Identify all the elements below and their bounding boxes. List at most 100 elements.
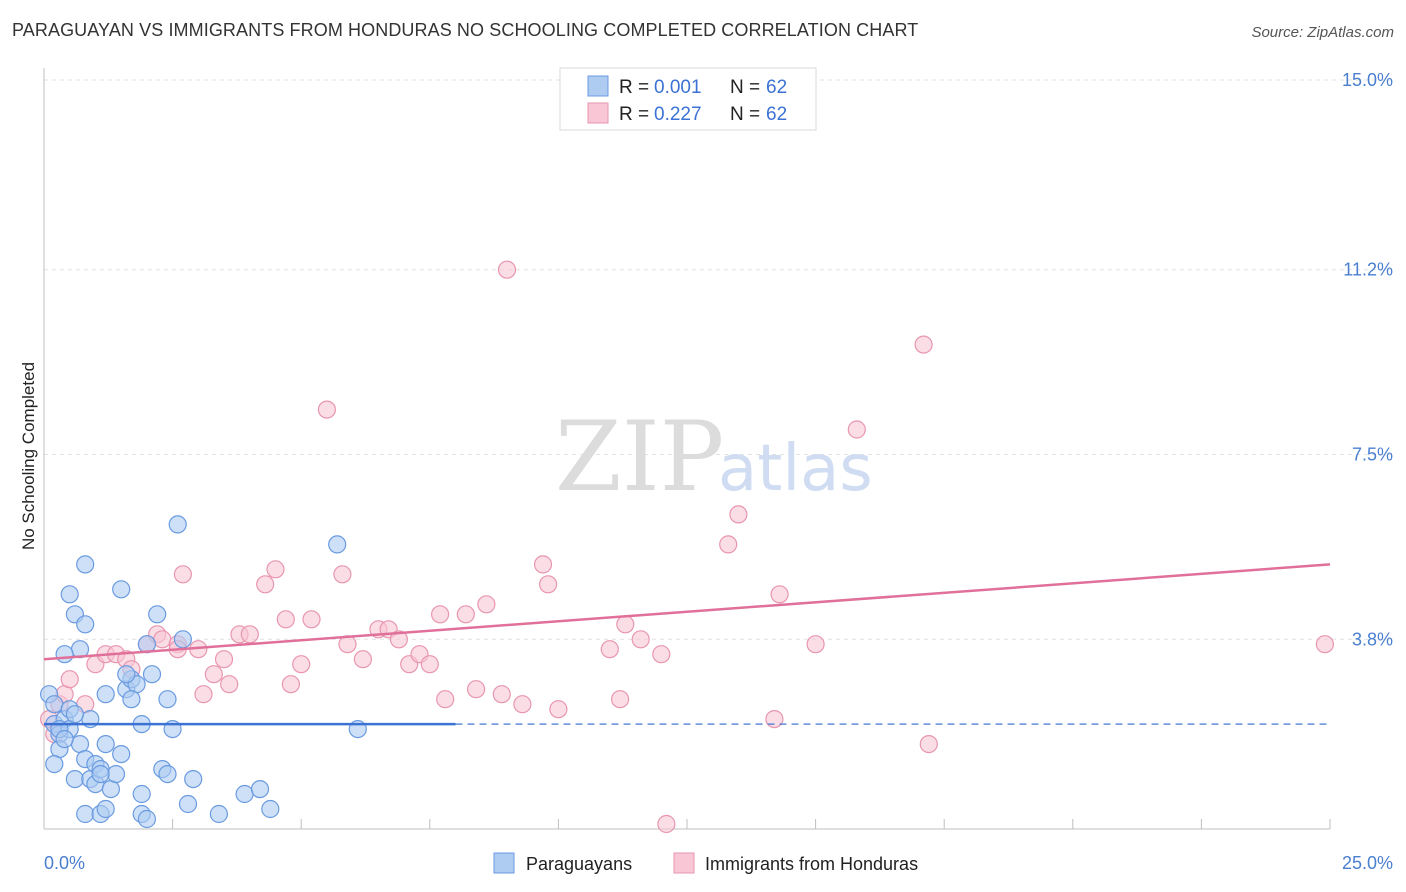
- point-honduras: [549, 700, 568, 719]
- point-honduras: [652, 645, 671, 664]
- point-honduras: [204, 665, 223, 684]
- y-tick-label: 3.8%: [1352, 629, 1393, 649]
- series-legend-swatch-paraguayans: [493, 852, 515, 874]
- point-honduras: [610, 690, 630, 709]
- point-paraguayans: [122, 690, 141, 709]
- watermark: ZIP atlas: [555, 401, 873, 513]
- point-honduras: [214, 650, 234, 669]
- x-tick-label: 25.0%: [1342, 853, 1393, 873]
- axes: [43, 68, 1330, 830]
- x-tick-label: 0.0%: [44, 853, 85, 873]
- point-honduras: [220, 675, 239, 694]
- point-paraguayans: [55, 645, 74, 664]
- point-honduras: [806, 635, 825, 654]
- point-honduras: [456, 605, 475, 624]
- point-paraguayans: [142, 665, 162, 684]
- point-honduras: [1315, 635, 1335, 654]
- point-honduras: [729, 505, 748, 524]
- point-honduras: [657, 814, 676, 834]
- point-honduras: [333, 565, 352, 584]
- point-honduras: [60, 670, 79, 689]
- point-honduras: [770, 585, 789, 604]
- series-legend: Paraguayans Immigrants from Honduras: [493, 852, 918, 874]
- point-honduras: [317, 400, 336, 419]
- point-paraguayans: [158, 764, 177, 784]
- point-paraguayans: [178, 794, 198, 814]
- point-honduras: [256, 575, 275, 594]
- point-honduras: [914, 335, 933, 354]
- point-honduras: [194, 685, 213, 704]
- point-honduras: [389, 630, 408, 649]
- point-honduras: [533, 555, 553, 574]
- series-legend-swatch-honduras: [673, 852, 695, 874]
- y-tick-label: 15.0%: [1342, 70, 1393, 90]
- chart-title: PARAGUAYAN VS IMMIGRANTS FROM HONDURAS N…: [12, 20, 919, 40]
- legend-swatch-honduras: [587, 102, 609, 124]
- legend-n-value: 62: [766, 77, 787, 98]
- point-paraguayans: [328, 535, 347, 554]
- point-honduras: [538, 575, 558, 594]
- point-honduras: [467, 680, 486, 699]
- data-points: [39, 260, 1335, 834]
- point-paraguayans: [235, 784, 254, 804]
- point-paraguayans: [76, 555, 95, 574]
- y-tick-label: 11.2%: [1343, 260, 1393, 280]
- point-honduras: [616, 615, 635, 634]
- point-honduras: [240, 625, 259, 644]
- legend-n-label: N =: [730, 104, 760, 125]
- point-paraguayans: [91, 764, 110, 784]
- point-honduras: [436, 690, 455, 709]
- point-honduras: [266, 560, 285, 579]
- point-paraguayans: [65, 705, 85, 724]
- legend-r-label: R =: [619, 104, 649, 125]
- source-label: Source: ZipAtlas.com: [1251, 24, 1394, 41]
- point-honduras: [600, 640, 619, 659]
- legend-n-value: 62: [766, 104, 787, 125]
- point-paraguayans: [112, 744, 131, 764]
- point-paraguayans: [117, 665, 136, 684]
- trend-lines: [43, 563, 1331, 726]
- point-honduras: [492, 685, 511, 704]
- point-paraguayans: [55, 729, 74, 749]
- point-honduras: [919, 734, 938, 754]
- point-honduras: [431, 605, 450, 624]
- point-paraguayans: [45, 695, 64, 714]
- point-paraguayans: [261, 799, 280, 819]
- point-paraguayans: [96, 799, 115, 819]
- point-paraguayans: [76, 615, 95, 634]
- y-axis-label: No Schooling Completed: [19, 362, 38, 550]
- point-honduras: [353, 650, 372, 669]
- point-honduras: [631, 630, 650, 649]
- trend-line-honduras: [43, 563, 1331, 661]
- point-honduras: [497, 260, 517, 279]
- point-paraguayans: [184, 769, 203, 789]
- grid-lines: [43, 79, 1392, 829]
- legend-swatch-paraguayans: [587, 75, 609, 97]
- legend-r-value: 0.227: [654, 104, 702, 125]
- point-honduras: [847, 420, 866, 439]
- point-paraguayans: [96, 685, 115, 704]
- x-tick-labels: 0.0% 25.0%: [44, 853, 1393, 873]
- legend-r-label: R =: [619, 77, 649, 98]
- point-honduras: [153, 630, 172, 649]
- stats-legend: R = 0.001 N = 62 R = 0.227 N = 62: [559, 67, 817, 131]
- point-paraguayans: [173, 630, 192, 649]
- point-paraguayans: [112, 580, 131, 599]
- point-paraguayans: [60, 585, 79, 604]
- y-tick-labels: 3.8% 7.5% 11.2% 15.0%: [1342, 70, 1393, 649]
- watermark-atlas: atlas: [718, 432, 873, 506]
- point-paraguayans: [137, 809, 156, 829]
- point-honduras: [173, 565, 192, 584]
- point-paraguayans: [209, 804, 228, 824]
- series-legend-label-honduras: Immigrants from Honduras: [705, 854, 918, 874]
- point-honduras: [477, 595, 496, 614]
- point-paraguayans: [45, 754, 64, 774]
- point-paraguayans: [250, 779, 270, 799]
- point-paraguayans: [76, 804, 95, 824]
- point-paraguayans: [148, 605, 167, 624]
- point-honduras: [719, 535, 738, 554]
- point-paraguayans: [168, 515, 187, 534]
- point-honduras: [302, 610, 321, 629]
- series-legend-label-paraguayans: Paraguayans: [526, 854, 632, 874]
- point-honduras: [765, 709, 784, 729]
